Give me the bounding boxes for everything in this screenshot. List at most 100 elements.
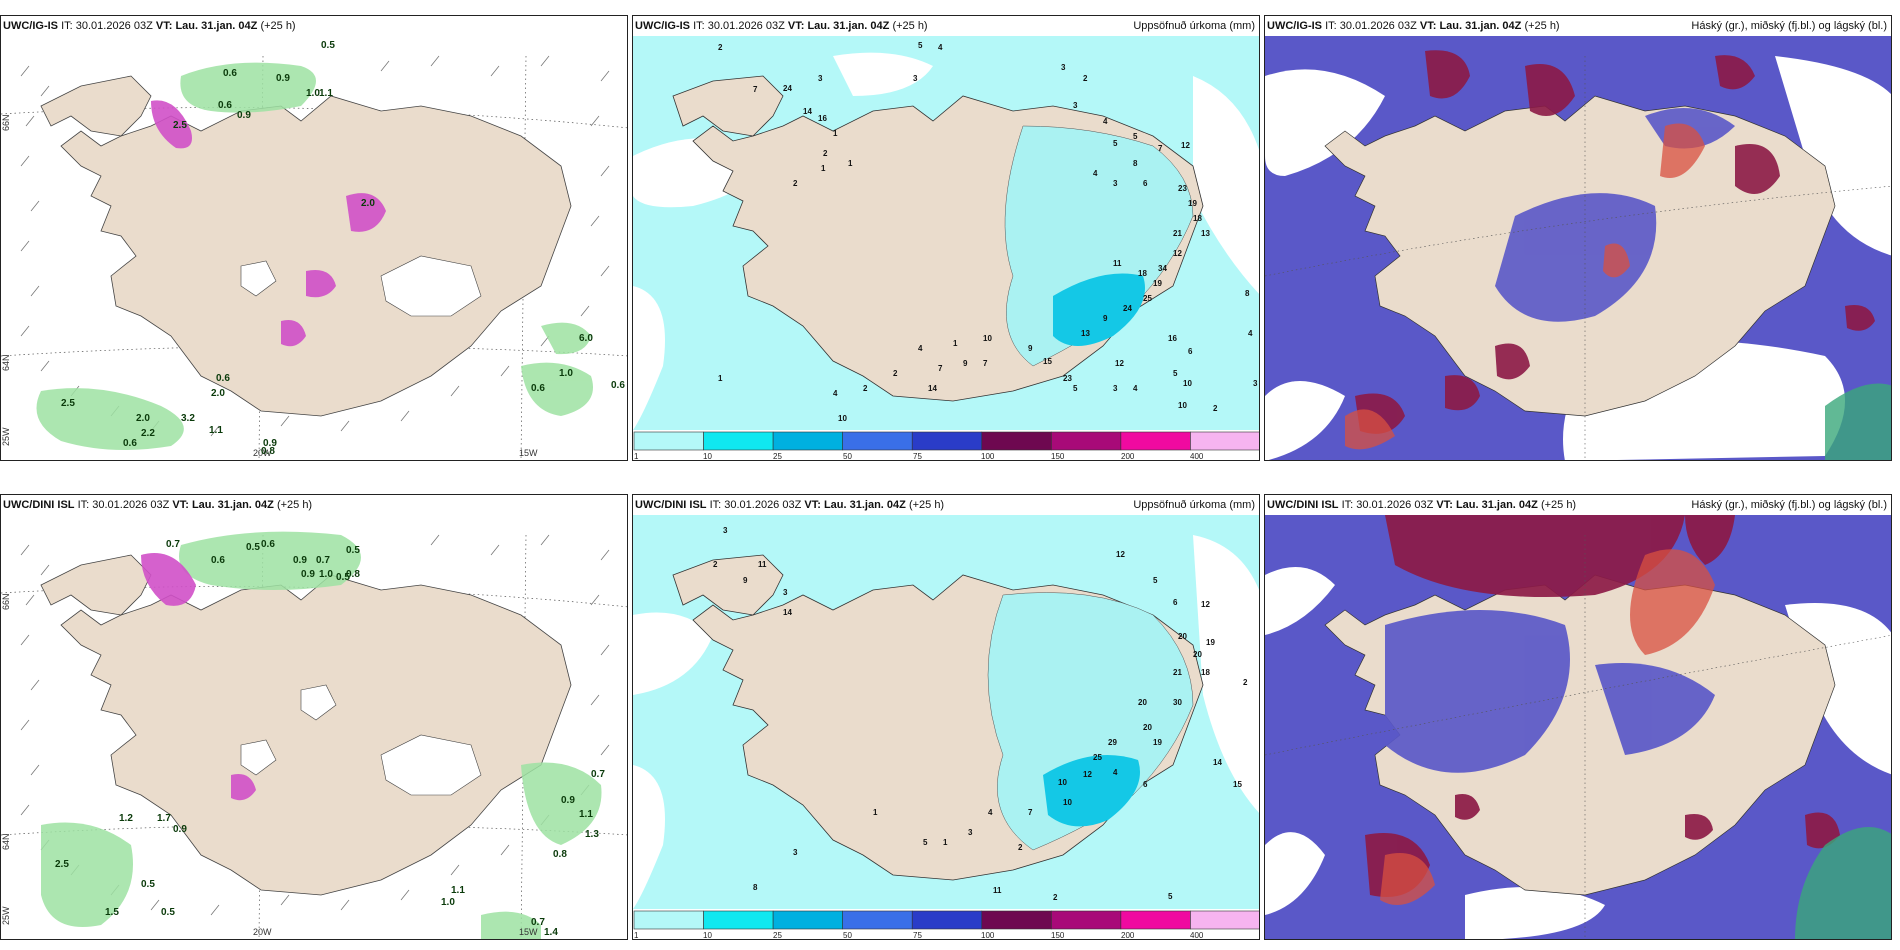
colorbar-swatch <box>633 910 704 930</box>
svg-text:150: 150 <box>1051 931 1065 940</box>
svg-text:200: 200 <box>1121 452 1135 461</box>
svg-text:2: 2 <box>1243 678 1248 687</box>
colorbar-swatches <box>633 910 1259 930</box>
svg-text:9: 9 <box>1028 344 1033 353</box>
svg-text:200: 200 <box>1121 931 1135 940</box>
svg-text:0.6: 0.6 <box>216 373 230 384</box>
svg-text:8: 8 <box>1133 159 1138 168</box>
svg-text:25: 25 <box>1093 753 1102 762</box>
svg-text:1: 1 <box>953 339 958 348</box>
svg-text:2.0: 2.0 <box>211 388 225 399</box>
svg-text:100: 100 <box>981 931 995 940</box>
svg-text:21: 21 <box>1173 668 1182 677</box>
svg-text:20: 20 <box>1138 698 1147 707</box>
svg-text:10: 10 <box>703 452 712 461</box>
colorbar-swatch <box>842 431 913 451</box>
iceland-land <box>60 574 572 896</box>
svg-text:18: 18 <box>1193 214 1202 223</box>
svg-text:1.0: 1.0 <box>441 897 455 908</box>
svg-text:2.5: 2.5 <box>173 120 187 131</box>
svg-text:10: 10 <box>838 414 847 423</box>
svg-text:11: 11 <box>993 886 1002 895</box>
precip-heavy <box>1053 273 1145 346</box>
svg-text:2.0: 2.0 <box>136 413 150 424</box>
svg-text:20: 20 <box>1193 650 1202 659</box>
colorbar-swatch <box>1190 910 1259 930</box>
svg-text:0.5: 0.5 <box>141 879 155 890</box>
svg-text:2.2: 2.2 <box>141 428 155 439</box>
svg-text:1: 1 <box>873 808 878 817</box>
svg-text:20W: 20W <box>253 927 272 937</box>
map-panel-dini-precip-type: UWC/DINI ISL IT: 30.01.2026 03Z VT: Lau.… <box>0 494 628 940</box>
svg-text:2: 2 <box>823 149 828 158</box>
panel-header: UWC/IG-IS IT: 30.01.2026 03Z VT: Lau. 31… <box>1267 20 1887 32</box>
svg-text:0.6: 0.6 <box>211 555 225 566</box>
svg-text:3: 3 <box>723 526 728 535</box>
precip-heavy <box>1043 755 1140 827</box>
svg-text:2.5: 2.5 <box>61 398 75 409</box>
svg-text:0.6: 0.6 <box>531 383 545 394</box>
svg-text:0.6: 0.6 <box>123 438 137 449</box>
svg-text:7: 7 <box>983 359 988 368</box>
svg-text:5: 5 <box>918 41 923 50</box>
green-high-cloud <box>1825 383 1891 460</box>
svg-text:1: 1 <box>634 931 639 940</box>
svg-text:0.9: 0.9 <box>293 555 307 566</box>
panel-header: UWC/DINI ISL IT: 30.01.2026 03Z VT: Lau.… <box>1267 499 1887 511</box>
colorbar-swatch <box>981 910 1052 930</box>
svg-text:3: 3 <box>783 588 788 597</box>
svg-text:7: 7 <box>1028 808 1033 817</box>
value-labels: 0.7 0.5 0.6 0.5 0.6 0.9 0.7 0.5 0.9 1.0 … <box>55 539 605 938</box>
svg-text:2: 2 <box>1083 74 1088 83</box>
precip-values: 2 5 4 3 3 7 24 14 16 1 1 2 1 2 3 2 3 4 5… <box>718 41 1258 423</box>
svg-text:3: 3 <box>1073 101 1078 110</box>
map-panel-dini-accum-precip: UWC/DINI ISL IT: 30.01.2026 03Z VT: Lau.… <box>632 494 1260 940</box>
svg-text:0.5: 0.5 <box>321 40 335 51</box>
svg-text:0.9: 0.9 <box>237 110 251 121</box>
svg-text:0.5: 0.5 <box>246 542 260 553</box>
colorbar-swatch <box>1190 431 1259 451</box>
svg-text:0.5: 0.5 <box>346 545 360 556</box>
svg-text:3: 3 <box>818 74 823 83</box>
svg-text:2: 2 <box>1053 893 1058 902</box>
colorbar-swatch <box>772 910 843 930</box>
colorbar-swatch <box>772 431 843 451</box>
svg-text:7: 7 <box>753 85 758 94</box>
svg-text:0.9: 0.9 <box>276 73 290 84</box>
svg-text:19: 19 <box>1188 199 1197 208</box>
map-panel-ig-is-precip-type: UWC/IG-IS IT: 30.01.2026 03Z VT: Lau. 31… <box>0 15 628 461</box>
svg-text:2.5: 2.5 <box>55 859 69 870</box>
svg-text:13: 13 <box>1081 329 1090 338</box>
svg-text:5: 5 <box>1113 139 1118 148</box>
map-panel-dini-clouds: UWC/DINI ISL IT: 30.01.2026 03Z VT: Lau.… <box>1264 494 1892 940</box>
svg-text:6.0: 6.0 <box>579 333 593 344</box>
svg-text:1.4: 1.4 <box>544 927 558 938</box>
svg-text:6: 6 <box>1188 347 1193 356</box>
panel-header: UWC/IG-IS IT: 30.01.2026 03Z VT: Lau. 31… <box>635 20 1255 32</box>
svg-text:25W: 25W <box>1 906 11 925</box>
svg-text:0.5: 0.5 <box>161 907 175 918</box>
precip-colorbar: 1 10 25 50 75 100 150 200 400 <box>633 910 1259 940</box>
svg-text:1: 1 <box>634 452 639 461</box>
panel-header: UWC/DINI ISL IT: 30.01.2026 03Z VT: Lau.… <box>3 499 313 511</box>
svg-text:0.8: 0.8 <box>346 569 360 580</box>
svg-text:21: 21 <box>1173 229 1182 238</box>
colorbar-swatch <box>1051 431 1122 451</box>
glacier <box>240 255 482 317</box>
green-high-cloud <box>1795 827 1891 939</box>
svg-text:1.0: 1.0 <box>306 88 320 99</box>
low-cloud-over-land <box>1385 610 1715 773</box>
svg-text:0.6: 0.6 <box>261 539 275 550</box>
svg-text:25: 25 <box>1143 294 1152 303</box>
colorbar-swatch <box>911 910 983 930</box>
colorbar-swatch <box>633 431 704 451</box>
svg-text:10: 10 <box>1183 379 1192 388</box>
svg-text:4: 4 <box>1248 329 1253 338</box>
svg-text:10: 10 <box>1063 798 1072 807</box>
svg-text:2: 2 <box>893 369 898 378</box>
svg-text:0.7: 0.7 <box>166 539 180 550</box>
northwest-fjords <box>40 75 152 137</box>
svg-text:1.0: 1.0 <box>319 569 333 580</box>
svg-text:11: 11 <box>1113 259 1122 268</box>
svg-text:5: 5 <box>1153 576 1158 585</box>
